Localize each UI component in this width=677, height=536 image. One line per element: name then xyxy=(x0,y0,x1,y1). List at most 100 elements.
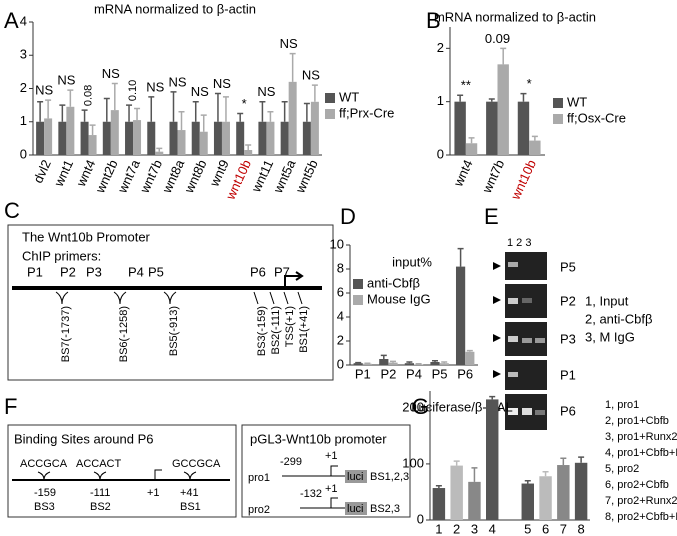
site-label: BS5(-913) xyxy=(168,306,180,356)
gel-row: P1 xyxy=(560,367,576,382)
x-tick-label: P1 xyxy=(355,366,371,381)
position: +41 xyxy=(180,487,199,499)
error-bar xyxy=(524,479,531,484)
error-bar xyxy=(214,92,221,122)
y-tick-label: 10 xyxy=(330,236,344,251)
error-bar xyxy=(59,104,66,122)
bar xyxy=(430,362,440,365)
annotation: NS xyxy=(57,73,75,88)
x-tick-label: 4 xyxy=(489,521,496,536)
position: +1 xyxy=(147,487,160,499)
legend-swatch xyxy=(325,109,335,119)
error-bar xyxy=(364,362,371,364)
error-bar xyxy=(488,98,495,102)
annotation: 0.10 xyxy=(127,80,139,101)
annotation: * xyxy=(242,96,247,111)
error-bar xyxy=(435,485,442,489)
site-label: BS7(-1737) xyxy=(60,306,72,362)
reporter-box xyxy=(345,470,367,483)
annotation: NS xyxy=(146,79,164,94)
panel-label: G xyxy=(412,394,429,419)
annotation: 0.08 xyxy=(82,85,94,106)
y-tick-label: 2 xyxy=(20,80,27,95)
bar xyxy=(388,362,398,365)
annotation: NS xyxy=(302,68,320,83)
x-tick-label: 7 xyxy=(560,521,567,536)
y-tick-label: 3 xyxy=(20,47,27,62)
legend-swatch xyxy=(325,93,335,103)
gel xyxy=(493,252,547,430)
error-bar xyxy=(237,112,244,122)
note: 7, pro2+Runx2 xyxy=(605,495,677,507)
bar xyxy=(486,101,498,155)
x-tick-label: dvl2 xyxy=(30,157,54,185)
bar xyxy=(574,462,588,520)
sites: BS7(-1737) BS6(-1258) BS5(-913) BS3(-159… xyxy=(60,306,310,362)
bar xyxy=(439,363,449,365)
annotation: NS xyxy=(168,74,186,89)
error-bar xyxy=(156,147,163,152)
y-tick-label: 200 xyxy=(402,399,424,414)
gel-row: P3 xyxy=(560,331,576,346)
x-tick-label: 1 xyxy=(435,521,442,536)
primers-title: ChIP primers: xyxy=(22,248,101,263)
gel-row: P5 xyxy=(560,259,576,274)
error-bar xyxy=(441,361,448,364)
bar xyxy=(80,121,89,155)
x-tick-label: P4 xyxy=(406,366,422,381)
bar xyxy=(199,131,208,155)
panel-label: E xyxy=(484,204,499,229)
position: -111 xyxy=(90,487,110,499)
bar xyxy=(258,121,267,155)
y-tick-label: 0 xyxy=(437,146,444,161)
bar xyxy=(302,121,311,155)
bar xyxy=(280,121,289,155)
bar xyxy=(266,121,275,155)
x-tick-label: wnt7b xyxy=(479,157,508,196)
error-bar xyxy=(148,96,155,122)
legend-label: WT xyxy=(339,89,359,104)
x-tick-label: 2 xyxy=(453,521,460,536)
error-bar xyxy=(471,467,478,482)
y-tick-label: 0 xyxy=(417,511,424,526)
legend-swatch xyxy=(353,279,363,289)
sites-title: Binding Sites around P6 xyxy=(14,431,153,446)
note: 2, pro1+Cbfb xyxy=(605,415,669,427)
site-label: TSS(+1) xyxy=(284,306,296,347)
gel-row: P2 xyxy=(560,293,576,308)
primers: P1 P2 P3 P4 P5 P6 P7 xyxy=(27,264,290,279)
bar xyxy=(497,64,509,155)
sequence: GCCGCA xyxy=(172,458,221,470)
gel-legend: 2, anti-Cbfβ xyxy=(585,311,652,326)
error-bar xyxy=(222,96,229,122)
bar xyxy=(450,465,463,520)
primer: P6 xyxy=(250,264,266,279)
gel-legend: 1, Input xyxy=(585,293,629,308)
x-tick-label: P6 xyxy=(457,366,473,381)
bar xyxy=(213,121,222,155)
bar xyxy=(432,488,446,520)
error-bar xyxy=(380,354,387,359)
error-bar xyxy=(520,92,527,102)
error-bar xyxy=(259,101,266,122)
error-bar xyxy=(245,144,252,151)
annotation: NS xyxy=(213,76,231,91)
bar xyxy=(102,121,111,155)
annotation: NS xyxy=(257,84,275,99)
error-bar xyxy=(81,109,88,122)
y-tick-label: 0 xyxy=(20,146,27,161)
construct-tss: +1 xyxy=(325,483,338,495)
primer: P1 xyxy=(27,264,43,279)
legend-label: anti-Cbfβ xyxy=(367,275,420,290)
error-bar xyxy=(289,52,296,82)
bar xyxy=(486,399,499,520)
error-bar xyxy=(578,456,585,463)
bar xyxy=(465,143,478,155)
construct-title: pGL3-Wnt10b promoter xyxy=(250,431,387,446)
y-tick-label: 4 xyxy=(337,308,344,323)
y-tick-label: 100 xyxy=(402,455,424,470)
error-bar xyxy=(468,137,475,144)
bar xyxy=(404,363,414,365)
annotation: 0.09 xyxy=(485,31,510,46)
